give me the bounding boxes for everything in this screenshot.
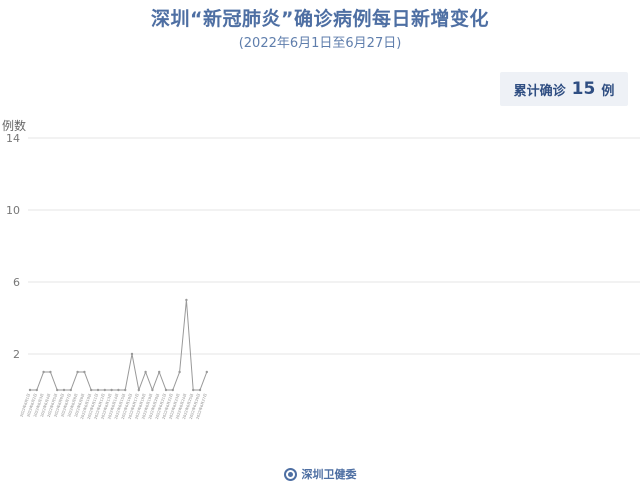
total-value: 15	[571, 79, 596, 99]
data-point	[171, 388, 174, 392]
y-tick-label: 2	[13, 348, 20, 361]
y-axis-label: 例数	[2, 118, 26, 133]
series-group	[28, 298, 208, 392]
data-point	[49, 370, 52, 374]
data-point	[96, 388, 100, 392]
data-point	[103, 388, 107, 392]
y-tick-label: 6	[13, 276, 20, 289]
data-point	[42, 370, 45, 374]
data-point	[28, 388, 32, 392]
data-point	[185, 298, 188, 302]
data-point	[35, 388, 38, 392]
total-label: 累计确诊	[513, 83, 566, 99]
series-line	[30, 299, 208, 392]
grid-lines	[28, 137, 640, 355]
data-point	[192, 388, 195, 392]
data-point	[158, 370, 161, 374]
data-point	[76, 370, 79, 374]
data-point	[178, 370, 181, 374]
total-confirmed-badge: 累计确诊 15 例	[500, 72, 628, 106]
data-point	[164, 388, 168, 392]
data-point	[69, 388, 73, 392]
data-point	[205, 370, 208, 374]
data-point	[124, 388, 127, 392]
y-tick-label: 14	[6, 132, 20, 145]
chart-subtitle: (2022年6月1日至6月27日)	[238, 36, 402, 51]
y-tick-label: 10	[6, 204, 20, 217]
data-point	[117, 388, 120, 392]
line-chart: 例数 2 6 10 14 2022年6月1日2022年6月2日2022年6月3日202…	[2, 118, 640, 420]
data-point	[137, 388, 140, 392]
data-point	[144, 370, 147, 374]
x-tick-labels: 2022年6月1日2022年6月2日2022年6月3日2022年6月4日2022…	[19, 393, 208, 420]
data-point	[90, 388, 93, 392]
total-unit: 例	[601, 83, 615, 99]
data-point	[198, 388, 202, 392]
data-point	[151, 388, 154, 392]
footer-source-text: 深圳卫健委	[301, 468, 357, 481]
footer-source: 深圳卫健委	[0, 466, 640, 482]
data-point	[110, 388, 113, 392]
y-tick-labels: 2 6 10 14	[6, 132, 20, 361]
data-point	[56, 388, 59, 392]
data-point	[83, 370, 86, 374]
shenzhen-health-logo-icon	[283, 467, 297, 481]
chart-title: 深圳“新冠肺炎”确诊病例每日新增变化	[151, 8, 489, 30]
data-point	[62, 388, 66, 392]
data-point	[130, 352, 134, 356]
